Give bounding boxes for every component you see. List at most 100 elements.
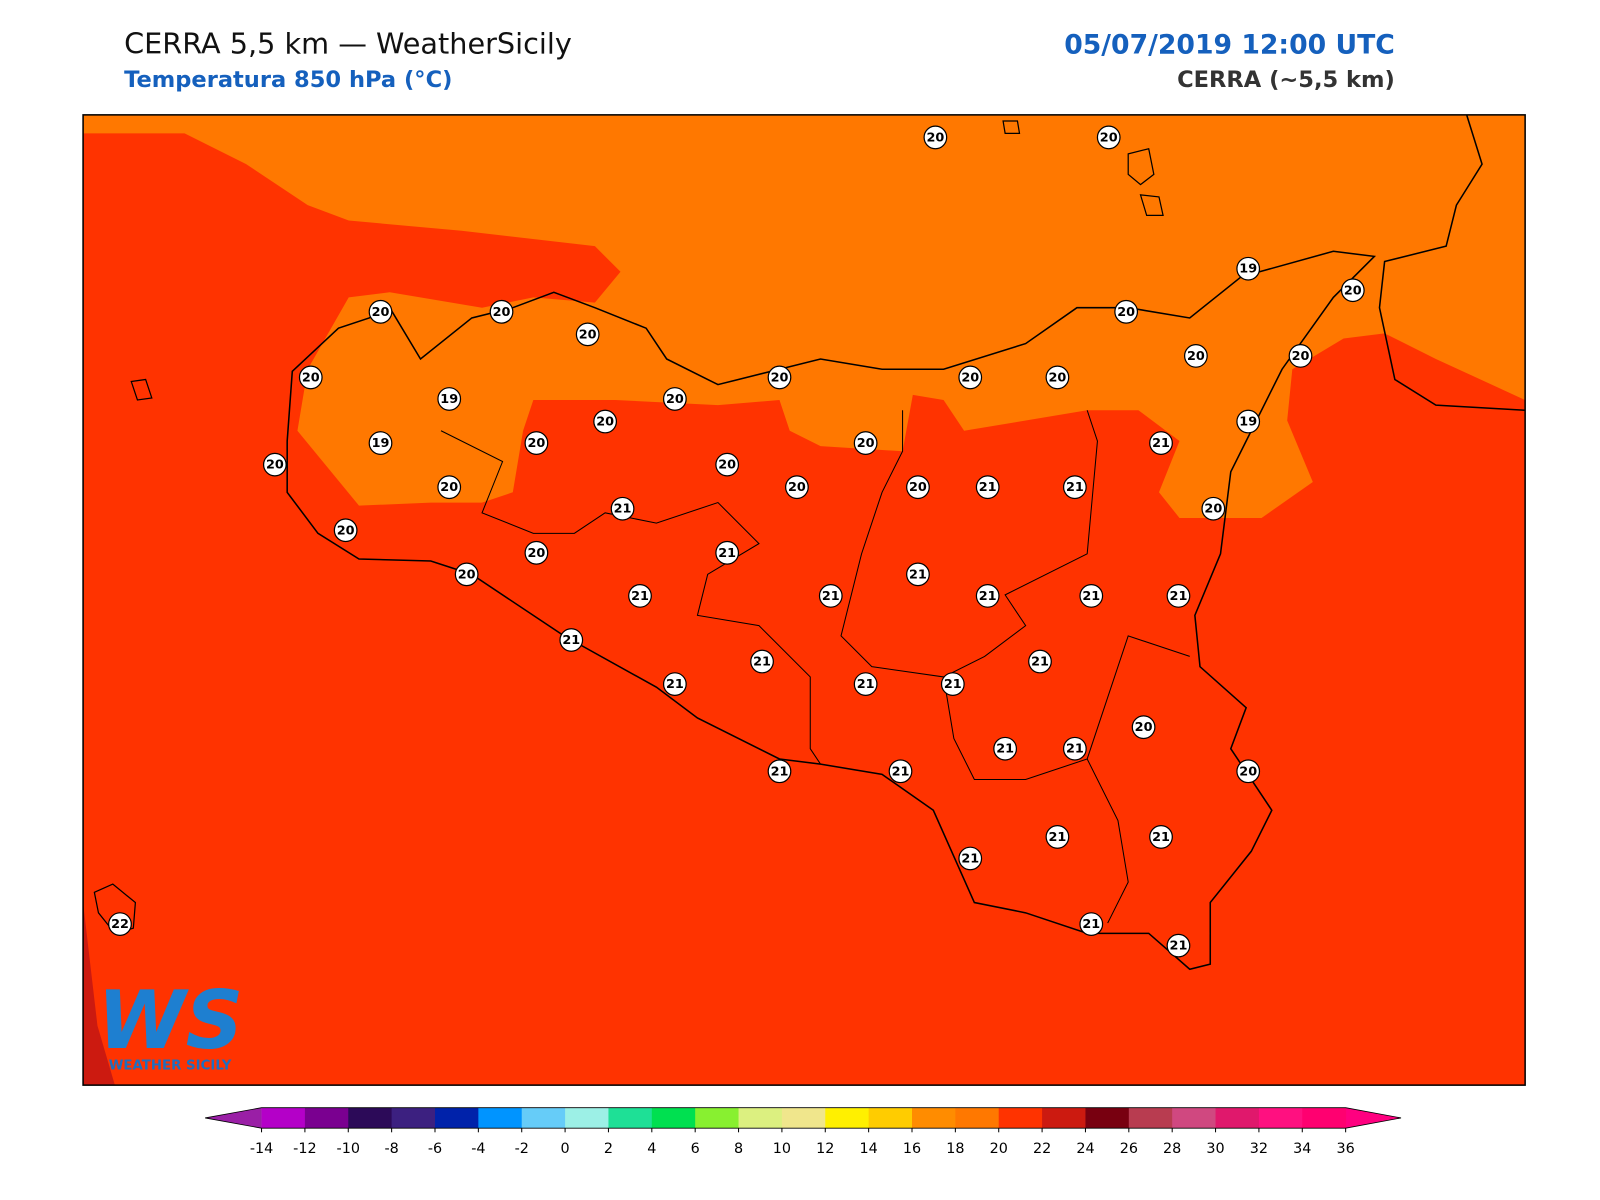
logo-mark: WS [97,974,243,1067]
colorbar-under [205,1107,262,1129]
station-marker [298,365,323,390]
station-marker [1045,365,1070,390]
logo-text: WEATHER SICILY [109,1059,232,1074]
station-marker [524,431,549,455]
colorbar-tick-label: 14 [860,1141,878,1157]
station-marker [853,431,878,455]
colorbar-tick-label: 6 [691,1141,700,1157]
station-value: 20 [458,567,476,582]
station-marker [1236,759,1261,784]
station-marker [575,322,600,347]
station-marker [975,475,1000,500]
station-value: 20 [1117,305,1135,320]
station-value: 20 [372,305,390,320]
coastline-sicily [286,250,1377,971]
station-value: 21 [1082,589,1100,604]
station-marker [958,365,983,390]
colorbar: -14 -12 -10 -8 -6 -4 -2 0 2 4 6 8 10 12 14 16 18 20 22 24 26… [205,1107,1402,1157]
colorbar-tick-label: -4 [471,1141,485,1157]
station-value: 20 [1100,130,1118,145]
station-marker [1340,278,1365,303]
station-value: 20 [579,327,597,342]
colorbar-tick-label: -14 [250,1141,273,1157]
colorbar-tick-label: 8 [734,1141,743,1157]
colorbar-segment [1258,1107,1303,1129]
station-value: 21 [1082,917,1100,932]
colorbar-tick-label: 36 [1337,1141,1355,1157]
station-value: 20 [718,458,736,473]
station-value: 19 [372,436,390,451]
colorbar-segment [521,1107,566,1129]
station-value: 21 [857,677,875,692]
model-label: CERRA (~5,5 km) [1177,67,1395,93]
station-marker [818,583,843,608]
station-marker [767,759,792,784]
colorbar-segment [1085,1107,1130,1129]
island [1139,194,1164,216]
colorbar-tick-label: 12 [816,1141,834,1157]
station-marker [1079,912,1104,936]
station-marker [662,672,687,696]
colorbar-segment [825,1107,870,1129]
station-marker [1201,496,1226,521]
station-marker [662,387,687,411]
station-value: 21 [909,567,927,582]
station-marker [767,365,792,390]
station-value: 21 [1170,939,1188,954]
subtitle: Temperatura 850 hPa (°C) [124,67,452,93]
station-marker [559,628,584,652]
station-value: 20 [527,546,545,561]
island [93,883,137,935]
station-value: 20 [909,480,927,495]
station-marker [1288,343,1313,368]
station-value: 20 [596,415,614,430]
station-marker [958,846,983,871]
colorbar-segment [998,1107,1043,1129]
station-marker [888,759,913,784]
station-marker [923,125,948,150]
colorbar-tick-label: 24 [1076,1141,1094,1157]
station-marker [368,431,393,455]
station-marker [853,672,878,696]
station-value: 20 [788,480,806,495]
island [130,378,153,401]
station-marker [993,736,1018,761]
colorbar-tick-label: -12 [293,1141,316,1157]
colorbar-segment [1302,1107,1347,1129]
station-value: 21 [1066,742,1084,757]
station-value: 20 [1239,764,1257,779]
station-value: 21 [614,502,632,517]
colorbar-tick-label: 4 [647,1141,656,1157]
station-marker [1062,736,1087,761]
colorbar-segment [695,1107,740,1129]
colorbar-segment [348,1107,393,1129]
station-value: 20 [493,305,511,320]
station-value: 21 [979,480,997,495]
colorbar-tick-label: 28 [1163,1141,1181,1157]
colorbar-tick-label: 30 [1206,1141,1224,1157]
colorbar-tick-label: 2 [604,1141,613,1157]
station-marker [1045,825,1070,849]
station-value: 21 [753,655,771,670]
station-value: 20 [1292,349,1310,364]
station-value: 20 [1344,283,1362,298]
colorbar-segment [955,1107,1000,1129]
station-marker [975,583,1000,608]
station-value: 20 [771,370,789,385]
province-borders [1086,758,1129,924]
station-marker [1079,583,1104,608]
station-marker [906,562,930,587]
station-value: 19 [1239,262,1257,277]
coastline-calabria [1378,114,1526,412]
colorbar-segment [1215,1107,1260,1129]
colorbar-segment [261,1107,306,1129]
colorbar-tick-label: 20 [990,1141,1008,1157]
station-value: 20 [302,370,320,385]
station-value: 21 [979,589,997,604]
colorbar-tick-label: 0 [561,1141,570,1157]
station-value: 20 [337,523,355,538]
station-value: 20 [1204,502,1222,517]
station-marker [940,672,965,696]
colorbar-tick-label: 26 [1120,1141,1138,1157]
station-value: 20 [857,436,875,451]
